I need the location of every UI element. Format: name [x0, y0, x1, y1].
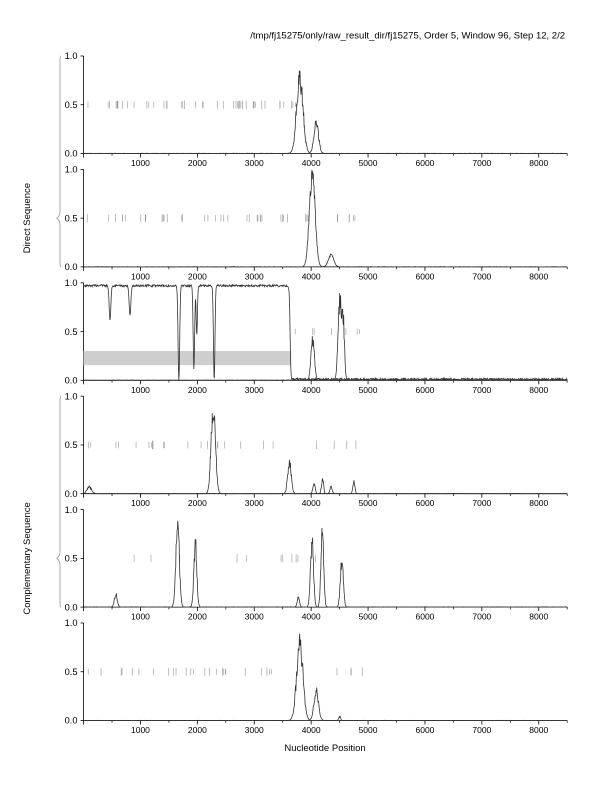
svg-text:1.0: 1.0: [65, 165, 78, 175]
svg-text:5000: 5000: [359, 385, 378, 395]
svg-text:8000: 8000: [529, 498, 548, 508]
svg-text:0.5: 0.5: [65, 554, 78, 564]
svg-text:2000: 2000: [188, 385, 207, 395]
svg-text:3000: 3000: [245, 271, 264, 281]
svg-text:1.0: 1.0: [65, 391, 78, 401]
svg-text:2000: 2000: [188, 498, 207, 508]
svg-text:3000: 3000: [245, 385, 264, 395]
svg-text:3000: 3000: [245, 498, 264, 508]
svg-text:2000: 2000: [188, 612, 207, 622]
svg-text:0.5: 0.5: [65, 100, 78, 110]
svg-text:/tmp/fj15275/only/raw_result_d: /tmp/fj15275/only/raw_result_dir/fj15275…: [250, 31, 565, 42]
svg-text:2000: 2000: [188, 271, 207, 281]
svg-text:4000: 4000: [302, 612, 321, 622]
svg-text:8000: 8000: [529, 158, 548, 168]
svg-text:6000: 6000: [415, 158, 434, 168]
svg-text:7000: 7000: [472, 385, 491, 395]
svg-text:6000: 6000: [415, 725, 434, 735]
svg-text:8000: 8000: [529, 385, 548, 395]
svg-text:0.0: 0.0: [65, 262, 78, 272]
svg-text:7000: 7000: [472, 271, 491, 281]
svg-text:6000: 6000: [415, 271, 434, 281]
svg-text:5000: 5000: [359, 612, 378, 622]
svg-text:Nucleotide Position: Nucleotide Position: [284, 743, 365, 754]
svg-text:2000: 2000: [188, 725, 207, 735]
svg-text:0.5: 0.5: [65, 213, 78, 223]
svg-text:1.0: 1.0: [65, 505, 78, 515]
svg-text:4000: 4000: [302, 271, 321, 281]
svg-text:8000: 8000: [529, 725, 548, 735]
svg-text:4000: 4000: [302, 725, 321, 735]
svg-text:6000: 6000: [415, 385, 434, 395]
svg-text:5000: 5000: [359, 158, 378, 168]
svg-text:0.0: 0.0: [65, 716, 78, 726]
svg-text:6000: 6000: [415, 612, 434, 622]
svg-text:7000: 7000: [472, 612, 491, 622]
svg-text:3000: 3000: [245, 158, 264, 168]
svg-text:1000: 1000: [131, 612, 150, 622]
svg-text:0.5: 0.5: [65, 667, 78, 677]
svg-text:3000: 3000: [245, 725, 264, 735]
svg-text:0.0: 0.0: [65, 149, 78, 159]
svg-text:8000: 8000: [529, 271, 548, 281]
svg-text:5000: 5000: [359, 725, 378, 735]
svg-text:3000: 3000: [245, 612, 264, 622]
svg-text:Direct Sequence: Direct Sequence: [22, 183, 33, 253]
svg-text:0.0: 0.0: [65, 489, 78, 499]
svg-text:6000: 6000: [415, 498, 434, 508]
svg-text:1000: 1000: [131, 725, 150, 735]
svg-text:1.0: 1.0: [65, 618, 78, 628]
svg-text:7000: 7000: [472, 725, 491, 735]
svg-text:1000: 1000: [131, 271, 150, 281]
svg-text:5000: 5000: [359, 271, 378, 281]
svg-text:7000: 7000: [472, 498, 491, 508]
svg-text:4000: 4000: [302, 158, 321, 168]
svg-text:5000: 5000: [359, 498, 378, 508]
svg-text:8000: 8000: [529, 612, 548, 622]
svg-text:4000: 4000: [302, 385, 321, 395]
svg-text:0.0: 0.0: [65, 376, 78, 386]
svg-text:0.5: 0.5: [65, 327, 78, 337]
svg-text:0.5: 0.5: [65, 440, 78, 450]
svg-text:1.0: 1.0: [65, 51, 78, 61]
svg-text:1000: 1000: [131, 498, 150, 508]
svg-text:7000: 7000: [472, 158, 491, 168]
svg-text:4000: 4000: [302, 498, 321, 508]
svg-text:1000: 1000: [131, 385, 150, 395]
svg-text:Complementary Sequence: Complementary Sequence: [22, 502, 33, 614]
svg-text:0.0: 0.0: [65, 602, 78, 612]
svg-text:2000: 2000: [188, 158, 207, 168]
svg-text:1000: 1000: [131, 158, 150, 168]
svg-text:1.0: 1.0: [65, 278, 78, 288]
